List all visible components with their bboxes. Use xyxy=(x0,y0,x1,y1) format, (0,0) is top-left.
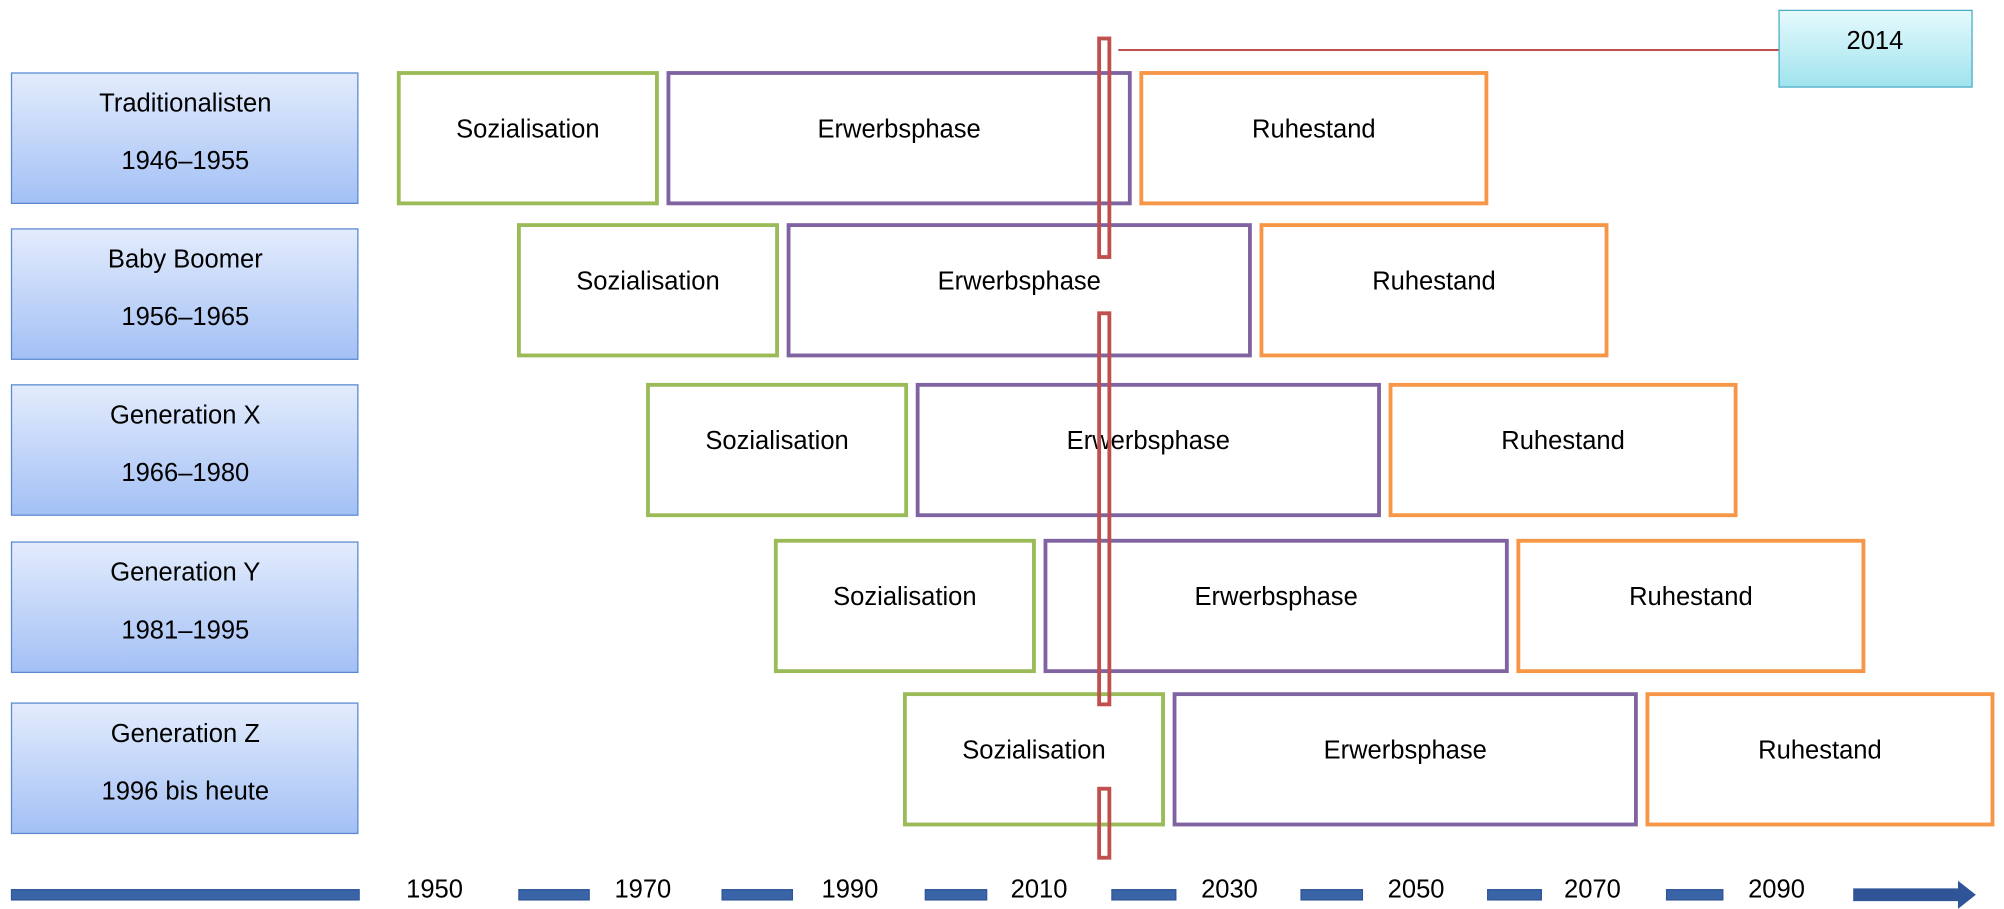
phase-label: Sozialisation xyxy=(962,736,1105,764)
generation-name: Generation Z xyxy=(111,720,260,748)
phase-box xyxy=(1516,538,1866,674)
phase-label: Sozialisation xyxy=(576,267,719,295)
timeline-segment xyxy=(1665,889,1724,901)
phase-label: Erwerbsphase xyxy=(817,115,980,143)
timeline-segment xyxy=(518,889,590,901)
phase-label: Ruhestand xyxy=(1758,736,1882,764)
phase-box xyxy=(1645,692,1995,827)
timeline-year: 2010 xyxy=(1011,876,1068,904)
generation-box xyxy=(10,72,359,204)
timeline-segment xyxy=(924,889,988,901)
timeline-year: 2030 xyxy=(1201,876,1258,904)
phase-label: Erwerbsphase xyxy=(1067,427,1230,455)
phase-label: Ruhestand xyxy=(1372,267,1496,295)
phase-label: Erwerbsphase xyxy=(1194,583,1357,611)
timeline-year: 1990 xyxy=(821,876,878,904)
generation-years: 1981–1995 xyxy=(121,616,249,644)
phase-box xyxy=(773,538,1036,674)
generation-box xyxy=(10,228,359,360)
current-year-bar xyxy=(1097,786,1112,860)
phase-box xyxy=(396,71,659,206)
generation-years: 1996 bis heute xyxy=(102,777,270,805)
timeline-segment xyxy=(721,889,794,901)
timeline-year: 2070 xyxy=(1564,876,1621,904)
phase-box xyxy=(516,223,779,358)
phase-label: Sozialisation xyxy=(456,115,599,143)
phase-label: Sozialisation xyxy=(833,583,976,611)
timeline-year: 1970 xyxy=(614,876,671,904)
timeline-segment xyxy=(1111,889,1177,901)
marker-box xyxy=(1778,9,1973,88)
generation-name: Generation X xyxy=(110,402,261,430)
timeline-year: 1950 xyxy=(406,876,463,904)
generation-box xyxy=(10,702,359,835)
phase-label: Erwerbsphase xyxy=(1324,736,1487,764)
generation-name: Baby Boomer xyxy=(108,246,263,274)
phase-box xyxy=(902,692,1165,827)
generation-years: 1956–1965 xyxy=(121,303,249,331)
phase-box xyxy=(1259,223,1609,358)
phase-box xyxy=(646,382,909,518)
timeline-arrow xyxy=(1853,880,1976,909)
current-year-bar xyxy=(1097,36,1112,259)
phase-box xyxy=(786,223,1252,358)
phase-box xyxy=(1043,538,1509,674)
current-year-bar xyxy=(1097,311,1112,707)
phase-label: Sozialisation xyxy=(705,427,848,455)
phase-label: Ruhestand xyxy=(1252,115,1376,143)
timeline-segment xyxy=(10,889,360,901)
timeline-year: 2050 xyxy=(1388,876,1445,904)
phase-box xyxy=(1139,71,1489,206)
phase-label: Erwerbsphase xyxy=(938,267,1101,295)
timeline-year: 2090 xyxy=(1748,876,1805,904)
phase-label: Ruhestand xyxy=(1501,427,1625,455)
generation-box xyxy=(10,541,359,674)
phase-box xyxy=(1388,382,1738,518)
phase-box xyxy=(666,71,1132,206)
generation-name: Traditionalisten xyxy=(99,90,271,118)
generation-name: Generation Y xyxy=(110,559,260,587)
generation-box xyxy=(10,384,359,516)
timeline-segment xyxy=(1487,889,1542,901)
phase-box xyxy=(1172,692,1638,827)
marker-label: 2014 xyxy=(1846,27,1903,55)
generation-years: 1966–1980 xyxy=(121,459,249,487)
phase-box xyxy=(915,382,1381,518)
generation-years: 1946–1955 xyxy=(121,147,249,175)
timeline-segment xyxy=(1300,889,1364,901)
phase-label: Ruhestand xyxy=(1629,583,1753,611)
